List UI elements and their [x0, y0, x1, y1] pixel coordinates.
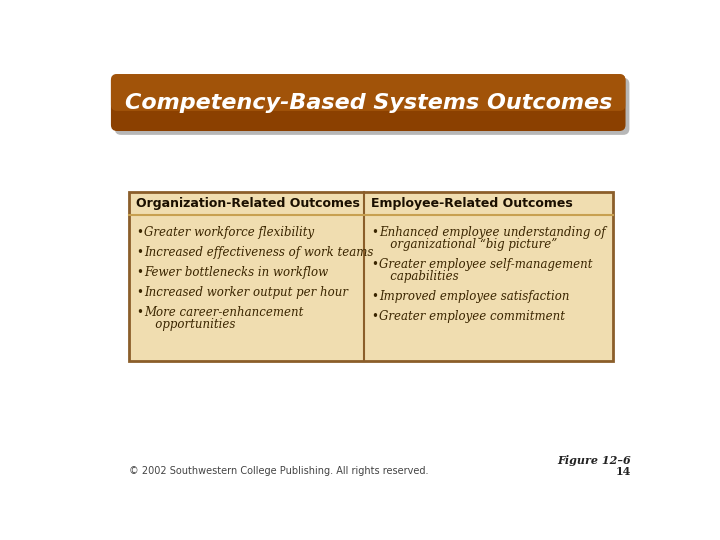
- Text: •: •: [372, 310, 378, 323]
- FancyBboxPatch shape: [129, 192, 613, 361]
- Text: Increased worker output per hour: Increased worker output per hour: [144, 286, 348, 299]
- Text: Competency-Based Systems Outcomes: Competency-Based Systems Outcomes: [125, 92, 612, 112]
- Text: Increased effectiveness of work teams: Increased effectiveness of work teams: [144, 246, 374, 259]
- Text: •: •: [137, 286, 143, 299]
- Text: •: •: [137, 226, 143, 239]
- Text: •: •: [372, 258, 378, 271]
- Text: Organization-Related Outcomes: Organization-Related Outcomes: [137, 197, 361, 210]
- Text: •: •: [137, 306, 143, 319]
- Text: Enhanced employee understanding of: Enhanced employee understanding of: [379, 226, 606, 239]
- Text: Greater employee self-management: Greater employee self-management: [379, 258, 593, 271]
- Text: More career-enhancement: More career-enhancement: [144, 306, 304, 319]
- FancyBboxPatch shape: [114, 78, 629, 135]
- Text: Greater workforce flexibility: Greater workforce flexibility: [144, 226, 315, 239]
- Text: Fewer bottlenecks in workflow: Fewer bottlenecks in workflow: [144, 266, 328, 279]
- Text: capabilities: capabilities: [379, 271, 459, 284]
- Text: •: •: [372, 226, 378, 239]
- Text: •: •: [137, 246, 143, 259]
- Text: opportunities: opportunities: [144, 318, 235, 331]
- Text: © 2002 Southwestern College Publishing. All rights reserved.: © 2002 Southwestern College Publishing. …: [129, 467, 428, 476]
- Text: Figure 12–6: Figure 12–6: [557, 455, 631, 466]
- Text: 14: 14: [616, 466, 631, 477]
- Text: Improved employee satisfaction: Improved employee satisfaction: [379, 291, 570, 303]
- Text: Greater employee commitment: Greater employee commitment: [379, 310, 565, 323]
- FancyBboxPatch shape: [111, 74, 626, 111]
- FancyBboxPatch shape: [111, 74, 626, 131]
- Text: Employee-Related Outcomes: Employee-Related Outcomes: [372, 197, 573, 210]
- Text: organizational “big picture”: organizational “big picture”: [379, 238, 557, 251]
- Text: •: •: [372, 291, 378, 303]
- Text: •: •: [137, 266, 143, 279]
